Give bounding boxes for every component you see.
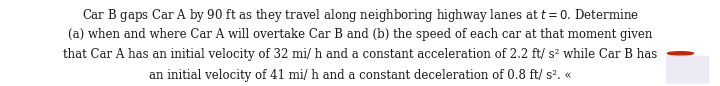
FancyBboxPatch shape <box>667 56 708 83</box>
Text: an initial velocity of 41 mi/ h and a constant deceleration of 0.8 ft/ s². «: an initial velocity of 41 mi/ h and a co… <box>149 69 571 82</box>
Text: (a) when and where Car A will overtake Car B and (b) the speed of each car at th: (a) when and where Car A will overtake C… <box>68 28 652 41</box>
Text: that Car A has an initial velocity of 32 mi/ h and a constant acceleration of 2.: that Car A has an initial velocity of 32… <box>63 48 657 61</box>
Circle shape <box>667 52 693 55</box>
Text: Car B gaps Car A by 90 ft as they travel along neighboring highway lanes at $t =: Car B gaps Car A by 90 ft as they travel… <box>81 7 639 24</box>
